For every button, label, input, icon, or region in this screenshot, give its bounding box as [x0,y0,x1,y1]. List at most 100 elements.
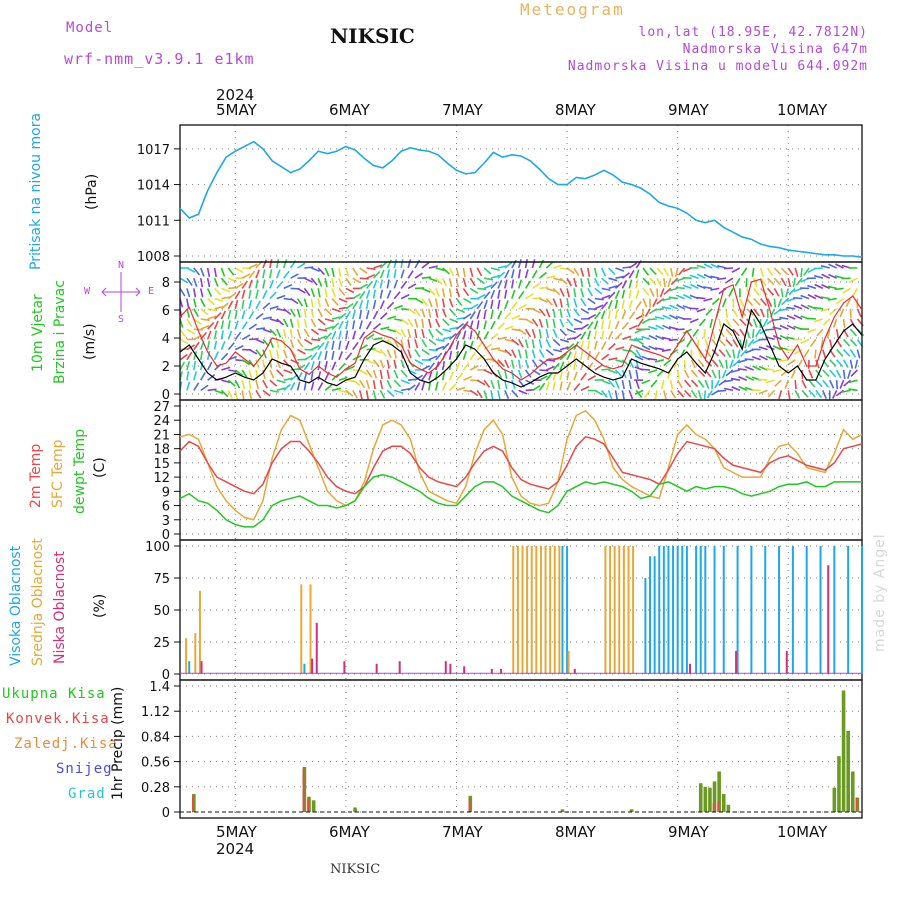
wind-barb [317,371,322,381]
wind-barb [566,351,572,361]
pressure-ytick-label: 1011 [137,214,170,229]
wind-barb [621,299,625,309]
wind-barb [345,302,354,310]
wind-barb [656,267,664,276]
wind-barb [421,318,425,329]
wind-barb [635,269,640,279]
wind-barb [654,308,664,311]
wind-barb [206,288,213,297]
wind-barb [324,361,328,371]
wind-barb [476,354,486,361]
wind-barb [744,358,754,361]
wind-barb [643,389,651,399]
wind-barb [525,293,534,300]
wind-barb [276,308,286,312]
wind-barb [785,288,790,298]
wind-speed-line [179,308,863,388]
wind-barb [706,389,713,399]
wind-barb [490,281,498,289]
wind-barb [310,381,315,391]
wind-barb [822,379,830,388]
wind-barb [234,320,239,330]
wind-barb [674,267,679,277]
wind-barb [331,361,337,371]
wind-barb [593,267,598,277]
wind-barb [434,361,440,371]
wind-barb [663,359,672,367]
wind-barb [822,369,830,378]
wind-barb [255,312,264,320]
wind-barb [696,273,706,279]
wind-barb [684,389,692,398]
wind-barb [552,298,558,308]
top-date-6may: 6MAY [329,101,370,119]
wind-barb [414,329,418,339]
wind-barb [497,390,501,400]
wind-barb [649,267,657,276]
wind-barb [234,309,238,320]
wind-barb [545,298,554,306]
wind-barb [841,389,851,393]
wind-barb [654,347,664,351]
wind-barb [538,349,545,358]
wind-barb [241,390,245,400]
wind-barb [780,288,784,298]
wind-barb [836,359,844,368]
wind-barb [839,379,845,389]
wind-barb [462,351,467,361]
wind-barb [400,379,410,385]
wind-barb [677,389,685,398]
wind-barb [510,369,515,379]
wind-barb [365,289,371,299]
wind-barb [732,359,741,367]
wind-barb [814,318,824,323]
wind-barb [289,308,296,317]
wind-barb [338,287,346,296]
wind-barb [721,298,727,308]
wind-barb [414,374,424,381]
wind-barb [483,291,491,300]
wind-barb [400,339,405,349]
wind-barb [248,279,253,289]
wind-barb [338,376,348,381]
wind-barb [663,390,667,400]
wind-barb [786,324,796,330]
meteogram-label: Meteogram [520,0,625,19]
wind-barb [829,359,837,367]
wind-barb [856,308,862,318]
precip-conv-label: Konvek.Kisa [6,711,110,727]
wind-barb [504,390,510,399]
wind-barb [546,287,556,293]
wind-barb [518,290,525,300]
wind-barb [227,292,237,300]
wind-barb [644,308,651,317]
temperature-ytick-label: 18 [153,443,170,458]
precip-conv-bar [192,795,194,812]
wind-barb [621,321,629,330]
wind-barb [393,291,401,300]
wind-barb [511,269,515,279]
wind-barb [407,270,414,279]
wind-barb [600,341,607,350]
wind-barb [607,310,612,320]
wind-barb [587,287,594,297]
wind-barb [483,300,488,310]
wind-barb [662,324,672,330]
wind-barb [538,271,547,279]
wind-barb [573,318,583,324]
pressure-frame [179,124,863,263]
wind-barb [607,320,612,330]
wind-barb [815,389,823,399]
wind-barb [352,310,356,320]
wind-barb [365,310,370,320]
wind-barb [531,339,535,349]
wind-barb [755,328,762,338]
wind-barb [400,269,405,279]
wind-barb [524,328,532,338]
wind-barb [661,306,671,310]
wind-barb [241,369,248,379]
wind-barb [621,359,630,367]
wind-barb [781,298,789,306]
wind-barb [835,263,844,269]
wind-barb [668,296,678,300]
